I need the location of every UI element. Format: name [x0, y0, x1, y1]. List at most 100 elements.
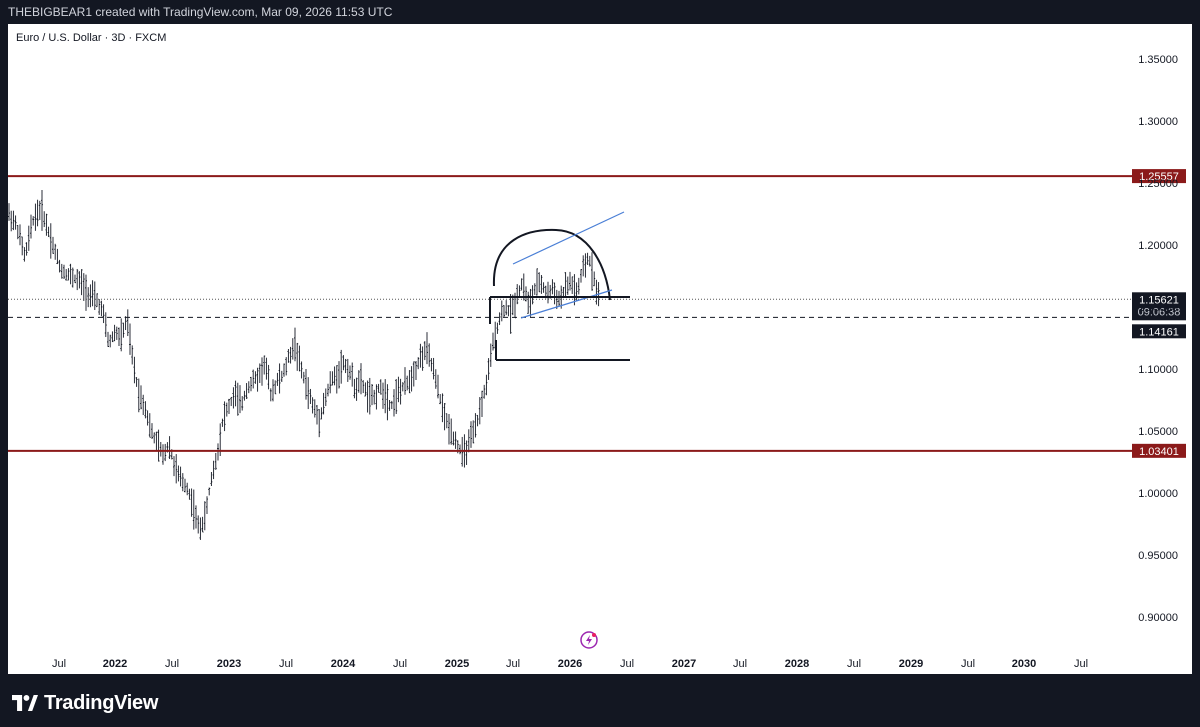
ohlc-bar — [368, 377, 371, 415]
price-axis[interactable]: 1.35000 1.30000 1.25000 1.20000 1.15000 1.100… — [1138, 54, 1178, 624]
chart-area[interactable]: 1.25557 1.15621 09:06:38 1.14161 1.03401… — [8, 24, 1192, 674]
drawing-target-bracket[interactable] — [495, 340, 630, 361]
ohlc-bar — [441, 393, 444, 423]
ohlc-bar — [311, 397, 314, 414]
ohlc-bar — [582, 255, 585, 277]
ohlc-bar — [454, 431, 457, 449]
ohlc-bar — [283, 363, 285, 377]
ohlc-bar — [472, 420, 475, 444]
ohlc-bar — [302, 371, 305, 384]
ohlc-bar — [382, 382, 384, 409]
ohlc-bar — [327, 383, 329, 397]
ohlc-bar — [547, 281, 549, 304]
ohlc-bar — [21, 236, 24, 256]
ohlc-bar — [364, 382, 367, 397]
ohlc-bar — [360, 363, 362, 395]
ohlc-bar — [96, 293, 98, 308]
ohlc-bar — [591, 252, 593, 291]
ohlc-bar — [43, 211, 46, 228]
drawing-dome-arc[interactable] — [492, 228, 611, 301]
time-tick-label: Jul — [1074, 658, 1088, 670]
time-tick-label: Jul — [620, 658, 634, 670]
ohlc-bar — [507, 305, 510, 317]
ohlc-bar — [63, 264, 65, 280]
ohlc-bar — [41, 190, 43, 231]
ohlc-bar — [533, 283, 536, 295]
ohlc-bar — [104, 312, 107, 338]
ohlc-bar — [320, 407, 323, 420]
ohlc-bar — [30, 214, 32, 239]
ohlc-bar — [536, 268, 538, 296]
time-tick-label: Jul — [393, 658, 407, 670]
ohlc-bar — [397, 376, 400, 403]
ohlc-bar — [571, 276, 574, 294]
ohlc-bar — [439, 394, 442, 405]
ohlc-bar — [584, 253, 587, 278]
lightning-icon[interactable] — [580, 631, 598, 649]
price-chart[interactable]: 1.25557 1.15621 09:06:38 1.14161 1.03401… — [8, 24, 1192, 674]
ohlc-bar — [390, 400, 393, 410]
ohlc-bar — [54, 243, 57, 260]
price-tick-label: 1.10000 — [1138, 364, 1178, 376]
ohlc-bar — [516, 284, 519, 305]
ohlc-bar — [309, 388, 312, 404]
ohlc-bar — [159, 441, 162, 457]
drawing-neckline[interactable] — [489, 296, 630, 324]
ohlc-bar — [307, 377, 310, 410]
ohlc-bar — [38, 200, 41, 221]
ohlc-bar — [529, 288, 532, 317]
ohlc-bar — [452, 431, 455, 446]
chart-credit: THEBIGBEAR1 created with TradingView.com… — [8, 5, 393, 19]
time-axis[interactable]: Jul 2022 Jul 2023 Jul 2024 Jul 2025 Jul 2026 Jul 20… — [52, 658, 1088, 670]
price-tick-label: 0.90000 — [1138, 612, 1178, 624]
ohlc-bar — [129, 323, 131, 355]
ohlc-bar — [558, 290, 560, 307]
ohlc-bar — [78, 271, 81, 289]
ohlc-bar — [580, 269, 582, 283]
ohlc-bar — [362, 380, 365, 394]
price-tick-label: 0.95000 — [1138, 550, 1178, 562]
drawing-rising-channel[interactable] — [512, 211, 625, 319]
ohlc-bar — [342, 355, 345, 371]
ohlc-bar — [294, 327, 296, 362]
ohlc-bar — [162, 444, 164, 465]
ohlc-bar — [118, 327, 120, 347]
ohlc-bar — [241, 396, 244, 411]
ohlc-bar — [386, 384, 389, 421]
ohlc-bar — [492, 332, 494, 351]
ohlc-bar — [285, 357, 288, 376]
time-tick-label: Jul — [847, 658, 861, 670]
ohlc-bar — [247, 381, 250, 394]
ohlc-bar — [415, 361, 417, 381]
ohlc-bar — [384, 379, 387, 414]
ohlc-bar — [85, 274, 87, 311]
ohlc-bar — [142, 394, 145, 415]
ohlc-bar — [542, 282, 545, 293]
ohlc-bar — [87, 287, 90, 308]
ohlc-bar — [91, 280, 94, 307]
ohlc-bar — [476, 414, 479, 427]
ohlc-bar — [296, 342, 299, 371]
ohlc-bar — [190, 488, 193, 517]
price-tick-label: 1.20000 — [1138, 240, 1178, 252]
time-tick-label: Jul — [165, 658, 179, 670]
ohlc-bar — [221, 418, 224, 427]
ohlc-bar — [201, 516, 204, 533]
ohlc-bars — [8, 190, 600, 540]
ohlc-bar — [192, 489, 195, 530]
ohlc-bar — [175, 454, 178, 484]
ohlc-bar — [329, 371, 332, 394]
ohlc-bar — [236, 382, 239, 416]
ohlc-bar — [445, 413, 448, 429]
ohlc-bar — [148, 413, 151, 438]
ohlc-bar — [186, 482, 189, 496]
ohlc-bar — [25, 242, 28, 256]
ohlc-bar — [173, 456, 175, 477]
ohlc-bar — [353, 378, 356, 399]
ohlc-bar — [245, 383, 248, 399]
ohlc-bar — [100, 300, 103, 317]
ohlc-bar — [467, 429, 470, 453]
ohlc-bar — [137, 378, 140, 413]
ohlc-bar — [179, 466, 182, 487]
ohlc-bar — [338, 361, 340, 389]
